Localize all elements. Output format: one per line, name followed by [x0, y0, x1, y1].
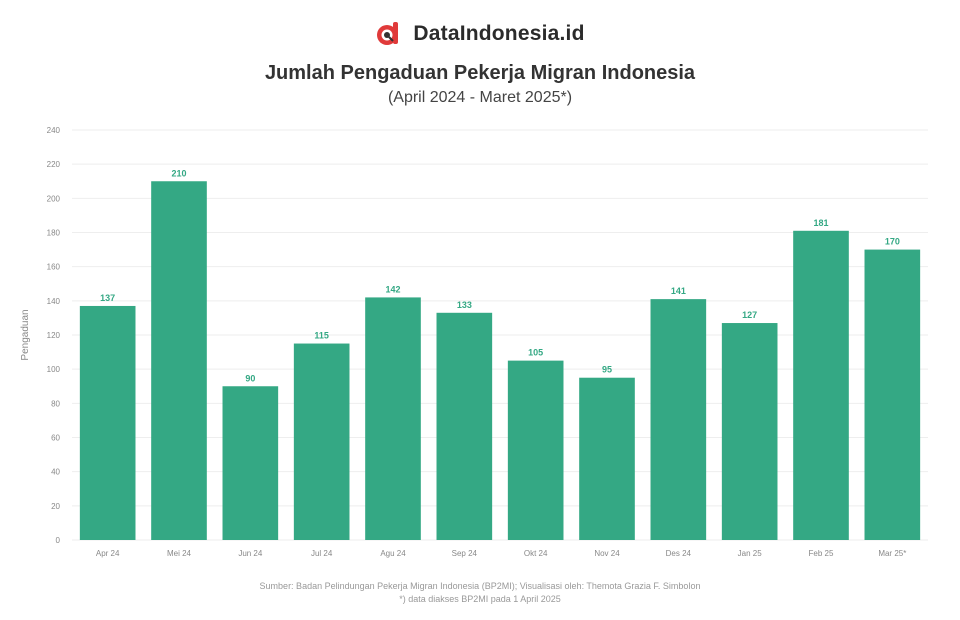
x-tick-label: Agu 24	[380, 549, 406, 558]
data-label: 181	[813, 218, 828, 228]
data-labels: 137 210 90 115 142 133 105 95 141 127 181 170	[100, 168, 900, 383]
y-tick-label: 140	[47, 297, 61, 306]
y-tick-label: 20	[51, 502, 60, 511]
x-tick-label: Okt 24	[524, 549, 548, 558]
source-line: Sumber: Badan Pelindungan Pekerja Migran…	[259, 581, 701, 591]
x-tick-label: Apr 24	[96, 549, 120, 558]
data-label: 90	[245, 373, 255, 383]
x-tick-label: Jun 24	[238, 549, 263, 558]
data-label: 142	[385, 284, 400, 294]
chart-subtitle: (April 2024 - Maret 2025*)	[387, 89, 573, 106]
bars	[79, 181, 921, 541]
y-tick-label: 100	[47, 365, 61, 374]
y-tick-label: 180	[47, 229, 61, 238]
y-tick-label: 60	[51, 434, 60, 443]
data-label: 141	[671, 286, 686, 296]
data-label: 127	[742, 310, 757, 320]
x-tick-label: Jul 24	[311, 549, 333, 558]
bar	[721, 323, 778, 540]
bar	[79, 305, 136, 540]
x-tick-label: Des 24	[666, 549, 692, 558]
bar	[579, 377, 635, 540]
data-label: 210	[171, 168, 186, 178]
y-axis-label: Pengaduan	[20, 309, 31, 360]
x-tick-label: Mei 24	[167, 549, 192, 558]
y-tick-label: 120	[47, 331, 61, 340]
x-tick-label: Sep 24	[452, 549, 478, 558]
bar	[507, 360, 564, 540]
x-tick-label: Nov 24	[594, 549, 620, 558]
y-tick-label: 160	[47, 263, 61, 272]
footnote-line: *) data diakses BP2MI pada 1 April 2025	[399, 594, 561, 604]
bar	[293, 343, 350, 540]
bar	[650, 299, 707, 540]
data-label: 137	[100, 293, 115, 303]
bar-chart: 0 20 40 60 80 100 120 140 160 180 200 220 240 Pengad…	[20, 126, 928, 558]
chart-title: Jumlah Pengaduan Pekerja Migran Indonesi…	[264, 62, 696, 84]
bar	[864, 249, 921, 541]
dataindonesia-logo-icon	[377, 22, 399, 45]
brand-name: DataIndonesia.id	[413, 22, 585, 45]
brand-header: DataIndonesia.id	[0, 20, 960, 48]
source-note: Sumber: Badan Pelindungan Pekerja Migran…	[0, 580, 960, 606]
y-tick-label: 200	[47, 194, 61, 203]
data-label: 105	[528, 348, 543, 358]
data-label: 95	[602, 365, 612, 375]
x-axis-ticks: Apr 24 Mei 24 Jun 24 Jul 24 Agu 24 Sep 24 Okt …	[96, 549, 906, 558]
y-tick-label: 80	[51, 399, 60, 408]
bar	[793, 230, 849, 540]
bar	[436, 312, 493, 540]
gridlines	[72, 129, 928, 541]
y-tick-label: 240	[47, 126, 61, 135]
data-label: 170	[885, 237, 900, 247]
x-tick-label: Mar 25*	[878, 549, 906, 558]
bar	[151, 181, 207, 540]
y-tick-label: 40	[51, 468, 60, 477]
bar	[222, 386, 279, 540]
x-tick-label: Jan 25	[738, 549, 763, 558]
bar	[365, 297, 421, 540]
x-tick-label: Feb 25	[809, 549, 834, 558]
data-label: 115	[314, 331, 329, 341]
data-label: 133	[457, 300, 472, 310]
y-tick-label: 0	[56, 536, 61, 545]
y-axis-ticks: 0 20 40 60 80 100 120 140 160 180 200 220 240	[47, 126, 61, 545]
y-tick-label: 220	[47, 160, 61, 169]
chart-area: 0 20 40 60 80 100 120 140 160 180 200 220 240 Pengad…	[20, 126, 928, 558]
